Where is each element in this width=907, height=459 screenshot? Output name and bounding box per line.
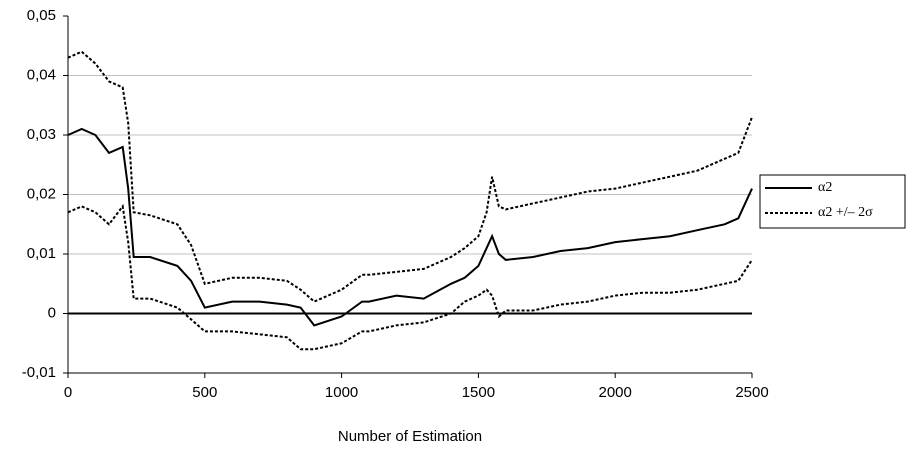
x-tick-label: 500	[192, 384, 217, 401]
y-tick-label: 0,04	[27, 66, 56, 83]
x-tick-label: 1000	[325, 384, 358, 401]
legend-label: α2 +/– 2σ	[818, 205, 873, 220]
y-tick-label: 0,02	[27, 185, 56, 202]
series-line	[67, 203, 753, 351]
y-tick-label: 0	[48, 304, 56, 321]
x-tick-label: 0	[64, 384, 72, 401]
series-line	[67, 50, 753, 303]
x-tick-label: 2500	[735, 384, 768, 401]
legend-box	[759, 174, 906, 229]
legend-label: α2	[818, 180, 832, 195]
x-tick-label: 2000	[599, 384, 632, 401]
y-tick-label: 0,03	[27, 126, 56, 143]
y-tick-label: -0,01	[22, 364, 56, 381]
y-tick-label: 0,05	[27, 7, 56, 24]
x-axis-title: Number of Estimation	[338, 428, 482, 445]
x-tick-label: 1500	[462, 384, 495, 401]
y-tick-label: 0,01	[27, 245, 56, 262]
series-line	[67, 127, 753, 327]
